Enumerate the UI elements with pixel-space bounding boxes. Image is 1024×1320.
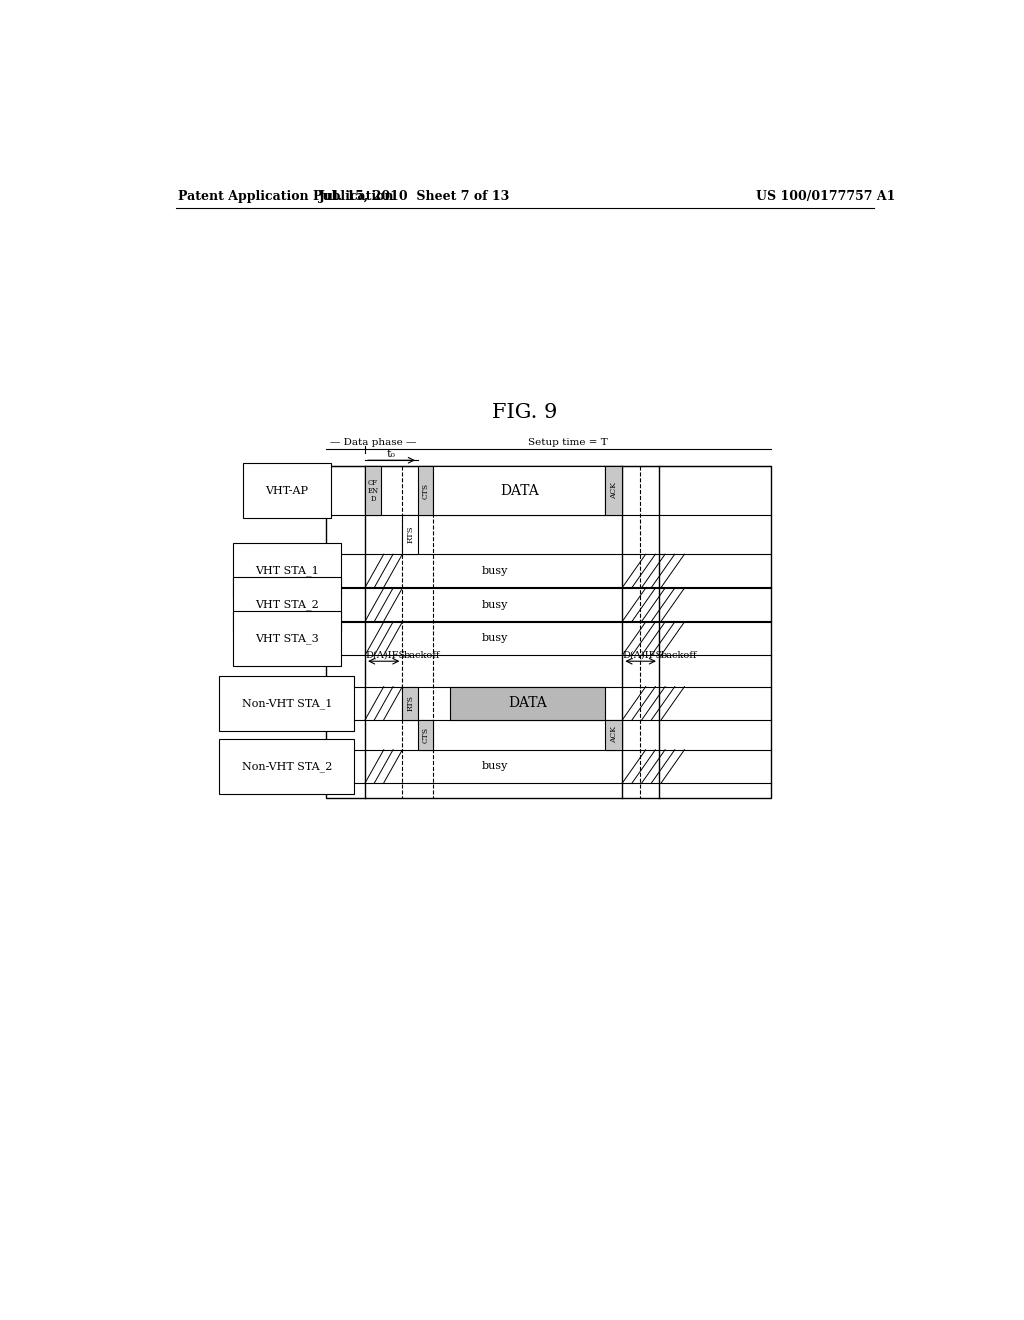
Bar xyxy=(451,686,605,719)
Text: VHT-AP: VHT-AP xyxy=(265,486,308,495)
Text: DATA: DATA xyxy=(509,696,547,710)
Bar xyxy=(402,515,418,554)
Text: RTS: RTS xyxy=(407,525,414,544)
Text: CTS: CTS xyxy=(422,727,430,743)
Text: /100: /100 xyxy=(280,474,304,484)
Bar xyxy=(418,719,433,750)
Text: FIG. 9: FIG. 9 xyxy=(493,403,557,422)
Text: /105: /105 xyxy=(280,595,304,606)
Bar xyxy=(605,719,623,750)
Text: /101: /101 xyxy=(280,694,304,705)
Bar xyxy=(418,466,433,515)
Bar xyxy=(402,686,418,719)
Bar xyxy=(605,466,623,515)
Bar xyxy=(326,466,771,797)
Text: D(A)IFS: D(A)IFS xyxy=(623,651,663,660)
Text: backoff: backoff xyxy=(660,651,697,660)
Text: DATA: DATA xyxy=(500,483,539,498)
Bar xyxy=(433,466,605,515)
Text: ACK: ACK xyxy=(610,482,617,499)
Text: Patent Application Publication: Patent Application Publication xyxy=(178,190,394,203)
Text: VHT STA_2: VHT STA_2 xyxy=(255,599,318,610)
Text: ACK: ACK xyxy=(610,726,617,743)
Text: busy: busy xyxy=(481,634,508,643)
Text: busy: busy xyxy=(481,599,508,610)
Text: t₀: t₀ xyxy=(387,449,396,459)
Text: CF
EN
D: CF EN D xyxy=(368,479,379,503)
Text: US 100/0177757 A1: US 100/0177757 A1 xyxy=(756,190,895,203)
Text: busy: busy xyxy=(481,566,508,576)
Text: Jul. 15, 2010  Sheet 7 of 13: Jul. 15, 2010 Sheet 7 of 13 xyxy=(319,190,510,203)
Text: /102: /102 xyxy=(280,758,304,767)
Text: RTS: RTS xyxy=(407,696,414,711)
Text: VHT STA_1: VHT STA_1 xyxy=(255,565,318,576)
Text: CTS: CTS xyxy=(422,483,430,499)
Bar xyxy=(366,466,381,515)
Text: Non-VHT STA_1: Non-VHT STA_1 xyxy=(242,698,332,709)
Text: Non-VHT STA_2: Non-VHT STA_2 xyxy=(242,760,332,772)
Text: /104: /104 xyxy=(280,562,304,572)
Text: Setup time = T: Setup time = T xyxy=(528,438,608,447)
Text: /106: /106 xyxy=(280,630,304,640)
Text: busy: busy xyxy=(481,762,508,771)
Text: VHT STA_3: VHT STA_3 xyxy=(255,634,318,644)
Text: D(A)IFS: D(A)IFS xyxy=(366,651,406,660)
Text: — Data phase —: — Data phase — xyxy=(330,438,416,447)
Text: backoff: backoff xyxy=(403,651,440,660)
